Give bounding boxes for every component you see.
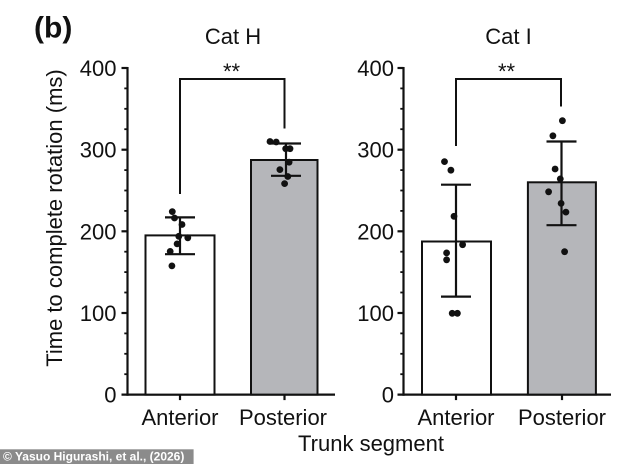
svg-text:0: 0 [104,383,116,408]
svg-text:Anterior: Anterior [417,405,494,430]
svg-text:400: 400 [80,56,117,81]
svg-text:100: 100 [80,301,117,326]
svg-text:Time to complete rotation (ms): Time to complete rotation (ms) [42,69,67,367]
svg-text:**: ** [223,59,241,84]
svg-text:300: 300 [357,138,394,163]
svg-text:Posterior: Posterior [239,405,327,430]
svg-text:100: 100 [357,301,394,326]
svg-text:0: 0 [382,383,394,408]
svg-text:**: ** [498,59,516,84]
svg-text:Trunk segment: Trunk segment [298,431,444,456]
svg-text:© Yasuo Higurashi, et al., (20: © Yasuo Higurashi, et al., (2026) [3,450,184,464]
svg-text:400: 400 [357,56,394,81]
svg-text:Cat I: Cat I [485,24,531,49]
svg-text:200: 200 [357,219,394,244]
svg-text:Posterior: Posterior [518,405,606,430]
svg-text:Cat H: Cat H [205,24,261,49]
svg-text:(b): (b) [34,12,72,45]
svg-text:300: 300 [80,138,117,163]
svg-text:200: 200 [80,219,117,244]
svg-text:Anterior: Anterior [141,405,218,430]
